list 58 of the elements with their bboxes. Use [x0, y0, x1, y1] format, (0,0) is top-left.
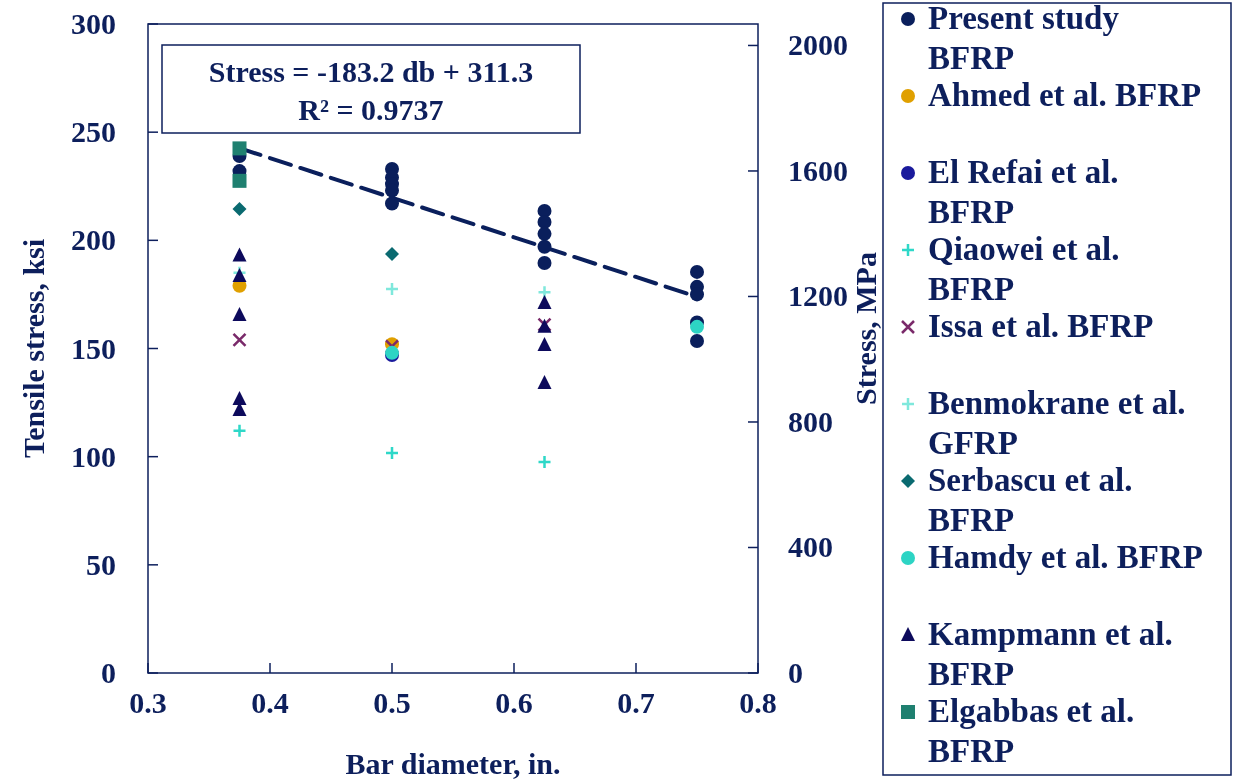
- point: [232, 247, 247, 262]
- point: [232, 201, 247, 216]
- x-axis-title: Bar diameter, in.: [345, 747, 561, 779]
- y-tick-label: 0: [101, 656, 116, 689]
- point: [690, 319, 704, 334]
- y-axis-title: Tensile stress, ksi: [17, 238, 50, 459]
- legend-label: Issa et al. BFRP: [928, 308, 1154, 344]
- y-tick-label: 100: [71, 439, 116, 473]
- legend-label: Elgabbas et al. BFRP: [928, 693, 1135, 769]
- point: [537, 239, 552, 254]
- annotation: Stress = -183.2 db + 311.3: [208, 55, 534, 88]
- x-tick-label: 0.8: [739, 686, 777, 719]
- y2-tick-label: 2000: [788, 28, 848, 62]
- y-tick-label: 250: [71, 115, 116, 149]
- legend-label: Present study BFRP: [928, 0, 1120, 76]
- legend-label: Ahmed et al. BFRP: [928, 77, 1202, 113]
- legend-label: Hamdy et al. BFRP: [928, 539, 1203, 575]
- point: [232, 423, 247, 438]
- annotation: R² = 0.9737: [298, 93, 444, 126]
- y-tick-label: 50: [86, 547, 116, 581]
- point: [537, 337, 552, 352]
- point: [537, 375, 552, 390]
- point: [384, 445, 400, 461]
- point: [537, 295, 552, 310]
- point: [232, 173, 247, 188]
- x-tick-label: 0.6: [495, 686, 533, 719]
- point: [385, 246, 399, 261]
- point: [537, 226, 552, 241]
- x-tick-label: 0.5: [373, 686, 411, 719]
- legend-label: Qiaowei et al. BFRP: [928, 231, 1120, 307]
- x-tick-label: 0.4: [251, 686, 289, 719]
- point: [690, 333, 704, 348]
- y2-tick-label: 800: [788, 404, 833, 438]
- point: [385, 196, 399, 211]
- point: [537, 454, 552, 470]
- y-tick-label: 200: [71, 223, 116, 257]
- legend-label: Kampmann et al. BFRP: [928, 616, 1173, 692]
- point: [537, 285, 552, 300]
- point: [232, 332, 247, 348]
- point: [232, 306, 247, 321]
- y-tick-label: 300: [71, 7, 116, 40]
- y2-tick-label: 1200: [788, 279, 848, 313]
- point: [384, 281, 400, 297]
- y2-axis-title: Stress, MPa: [849, 252, 882, 405]
- point: [537, 256, 552, 271]
- x-tick-label: 0.3: [129, 686, 167, 719]
- point: [232, 390, 247, 405]
- y2-tick-label: 1600: [788, 153, 848, 187]
- point: [690, 264, 704, 279]
- legend-label: Benmokrane et al. GFRP: [928, 385, 1186, 461]
- y2-tick-label: 400: [788, 530, 833, 564]
- legend-label: Serbascu et al. BFRP: [928, 462, 1133, 538]
- y-tick-label: 150: [71, 331, 116, 365]
- y2-tick-label: 0: [788, 656, 803, 689]
- legend-label: El Refai et al. BFRP: [928, 154, 1119, 230]
- x-tick-label: 0.7: [617, 686, 655, 719]
- point: [537, 214, 552, 229]
- point: [232, 141, 247, 156]
